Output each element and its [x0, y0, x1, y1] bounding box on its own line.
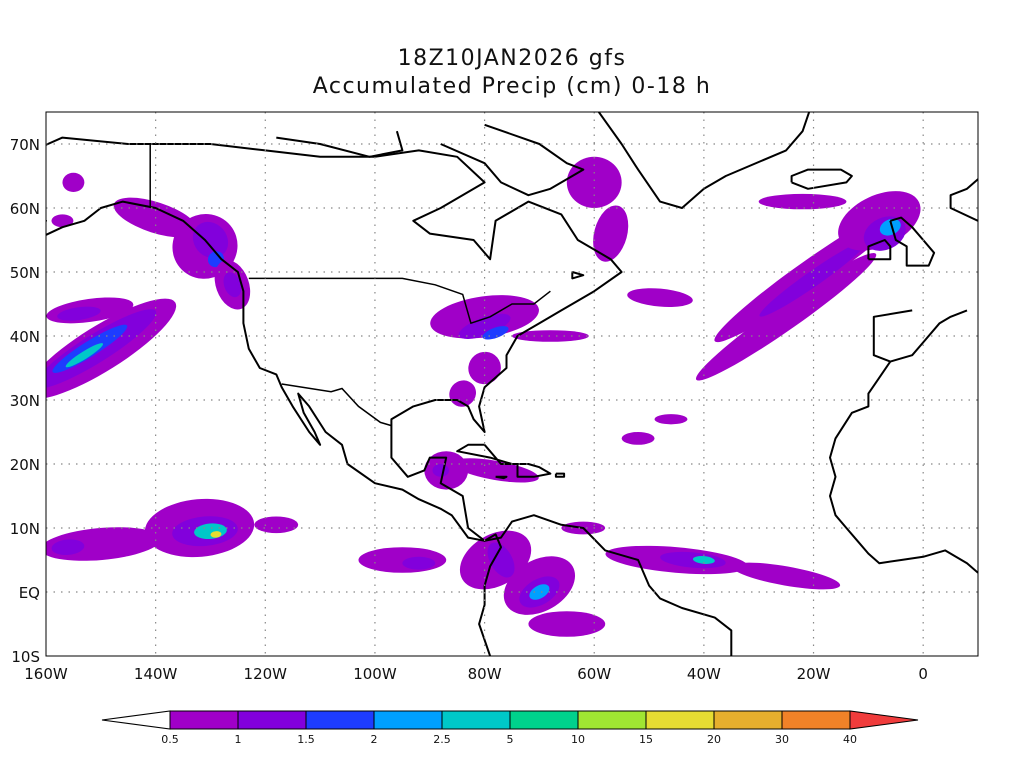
- colorbar-label: 20: [707, 733, 721, 746]
- coastline: [597, 112, 811, 209]
- colorbar-swatch: [373, 710, 443, 730]
- coastline: [829, 361, 978, 574]
- precip-region: [879, 218, 901, 236]
- colorbar-swatch: [781, 710, 851, 730]
- colorbar-swatch: [237, 710, 307, 730]
- longitude-label: 60W: [577, 665, 611, 683]
- colorbar-label: 1: [235, 733, 242, 746]
- political-border: [281, 383, 392, 427]
- colorbar-overflow-triangle: [849, 710, 919, 730]
- graticule: [46, 112, 978, 656]
- longitude-label: 100W: [353, 665, 397, 683]
- coastline: [495, 475, 508, 480]
- coastline: [571, 271, 585, 280]
- coastline: [790, 168, 853, 190]
- longitude-labels: 160W 140W 120W 100W 80W 60W 40W 20W 0: [24, 665, 928, 683]
- precip-region: [57, 306, 101, 321]
- precip-region: [660, 551, 726, 569]
- longitude-label: 120W: [244, 665, 288, 683]
- coastline: [949, 177, 978, 222]
- precip-region: [528, 611, 606, 637]
- precip-region: [358, 547, 447, 573]
- precip-region: [529, 584, 550, 600]
- colorbar-label: 5: [507, 733, 514, 746]
- colorbar-label: 2.5: [433, 733, 451, 746]
- precip-region: [62, 172, 85, 192]
- coastline: [46, 200, 502, 656]
- coastline: [46, 136, 733, 656]
- coastline: [867, 239, 892, 261]
- latitude-labels: 70N 60N 50N 40N 30N 20N 10N EQ 10S: [10, 136, 40, 666]
- precip-region: [458, 313, 511, 340]
- colorbar-underflow-triangle: [101, 710, 171, 730]
- precip-region: [487, 542, 515, 578]
- colorbar-label: 40: [843, 733, 857, 746]
- colorbar-label: 15: [639, 733, 653, 746]
- latitude-label: 60N: [10, 200, 40, 218]
- precip-region: [654, 414, 688, 425]
- precip-region: [692, 556, 715, 564]
- latitude-label: 10N: [10, 520, 40, 538]
- map-title: 18Z10JAN2026 gfs: [397, 46, 627, 71]
- longitude-label: 80W: [468, 665, 502, 683]
- colorbar-swatch: [169, 710, 239, 730]
- precip-region: [732, 562, 841, 590]
- precip-region: [223, 272, 242, 298]
- colorbar-label: 2: [371, 733, 378, 746]
- precip-region: [192, 221, 229, 259]
- coastlines: [46, 112, 978, 656]
- latitude-label: 50N: [10, 264, 40, 282]
- precip-region: [621, 432, 655, 445]
- colorbar-swatch: [509, 710, 579, 730]
- precip-region: [566, 156, 622, 208]
- coastline: [440, 123, 585, 197]
- precip-region: [696, 253, 877, 381]
- precip-region: [593, 205, 629, 262]
- coastline: [554, 472, 566, 478]
- latitude-label: 30N: [10, 392, 40, 410]
- precip-field: [46, 156, 921, 637]
- longitude-label: 20W: [797, 665, 831, 683]
- longitude-label: 160W: [24, 665, 68, 683]
- longitude-label: 0: [918, 665, 928, 683]
- colorbar-swatch: [645, 710, 715, 730]
- latitude-label: 20N: [10, 456, 40, 474]
- map-subtitle: Accumulated Precip (cm) 0-18 h: [312, 74, 712, 99]
- coastline: [889, 216, 936, 267]
- colorbar-label: 1.5: [297, 733, 315, 746]
- coastline: [516, 463, 552, 478]
- precip-region: [512, 330, 589, 342]
- political-border: [248, 277, 551, 325]
- latitude-label: 10S: [11, 648, 40, 666]
- colorbar-label: 10: [571, 733, 585, 746]
- colorbar-label: 0.5: [161, 733, 179, 746]
- coastline: [872, 309, 968, 363]
- precip-region: [430, 295, 539, 339]
- coastline: [276, 130, 404, 158]
- longitude-label: 140W: [134, 665, 178, 683]
- plot-frame: [45, 111, 979, 657]
- longitude-label: 40W: [687, 665, 721, 683]
- latitude-label: EQ: [19, 584, 40, 602]
- precip-region: [402, 556, 436, 570]
- precip-region: [254, 516, 299, 534]
- precip-region: [51, 214, 74, 228]
- precip-region: [432, 464, 449, 477]
- colorbar: 0.5 1 1.5 2 2.5 5 10 15 20 30 40: [101, 710, 919, 746]
- colorbar-swatch: [305, 710, 375, 730]
- colorbar-swatch: [441, 710, 511, 730]
- precip-region: [627, 288, 693, 307]
- precip-region: [51, 539, 85, 555]
- latitude-label: 70N: [10, 136, 40, 154]
- precip-region: [65, 343, 104, 368]
- precip-region: [210, 531, 222, 538]
- colorbar-label: 30: [775, 733, 789, 746]
- latitude-label: 40N: [10, 328, 40, 346]
- precip-region: [758, 193, 847, 210]
- colorbar-swatch: [577, 710, 647, 730]
- colorbar-swatch: [713, 710, 783, 730]
